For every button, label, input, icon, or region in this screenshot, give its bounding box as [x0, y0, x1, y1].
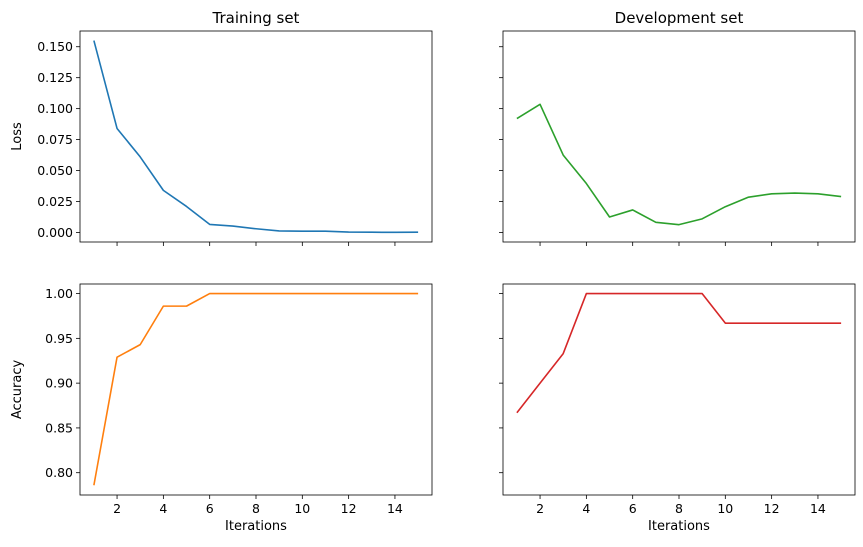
- y-tick-label: 0.95: [45, 331, 73, 346]
- series-line: [516, 103, 842, 226]
- y-axis-label: Accuracy: [10, 360, 25, 420]
- x-tick-label: 2: [536, 501, 544, 516]
- y-tick-label: 0.000: [37, 225, 73, 240]
- x-tick-label: 4: [159, 501, 167, 516]
- y-tick-label: 0.90: [45, 376, 73, 391]
- series-line: [93, 40, 419, 234]
- x-tick-label: 14: [387, 501, 403, 516]
- y-tick-label: 0.100: [37, 101, 73, 116]
- series-line: [516, 292, 842, 414]
- subplot-title: Training set: [212, 9, 300, 27]
- subplot-title: Development set: [615, 9, 744, 27]
- axes-frame: [502, 283, 856, 496]
- x-axis-label: Iterations: [648, 519, 710, 534]
- y-tick-label: 0.85: [45, 420, 73, 435]
- x-tick-label: 4: [582, 501, 590, 516]
- y-tick-label: 0.075: [37, 132, 73, 147]
- x-axis-label: Iterations: [225, 519, 287, 534]
- y-tick-label: 0.125: [37, 70, 73, 85]
- x-tick-label: 6: [206, 501, 214, 516]
- y-tick-label: 0.050: [37, 163, 73, 178]
- x-tick-label: 8: [252, 501, 260, 516]
- series-line: [93, 292, 419, 486]
- axes-frame: [79, 283, 433, 496]
- x-tick-label: 12: [341, 501, 357, 516]
- axes-frame: [79, 30, 433, 243]
- y-axis-label: Loss: [10, 122, 25, 151]
- x-tick-label: 10: [717, 501, 733, 516]
- x-tick-label: 8: [675, 501, 683, 516]
- y-tick-label: 1.00: [45, 286, 73, 301]
- subplot-development-loss: Development set: [499, 9, 856, 246]
- subplot-training-loss: 0.000 0.025 0.050 0.075 0.100 0.125 0.150 Train…: [10, 9, 433, 246]
- y-tick-label: 0.80: [45, 465, 73, 480]
- y-tick-label: 0.025: [37, 194, 73, 209]
- x-tick-label: 6: [629, 501, 637, 516]
- x-tick-label: 12: [764, 501, 780, 516]
- subplot-training-accuracy: 2 4 6 8 10 12 14 0.80 0.85 0.90 0.95 1.00 Iterations…: [10, 283, 433, 534]
- subplot-development-accuracy: 2 4 6 8 10 12 14 Iterations: [499, 283, 856, 534]
- x-tick-label: 10: [294, 501, 310, 516]
- x-tick-label: 14: [810, 501, 826, 516]
- axes-frame: [502, 30, 856, 243]
- y-tick-label: 0.150: [37, 39, 73, 54]
- x-tick-label: 2: [113, 501, 121, 516]
